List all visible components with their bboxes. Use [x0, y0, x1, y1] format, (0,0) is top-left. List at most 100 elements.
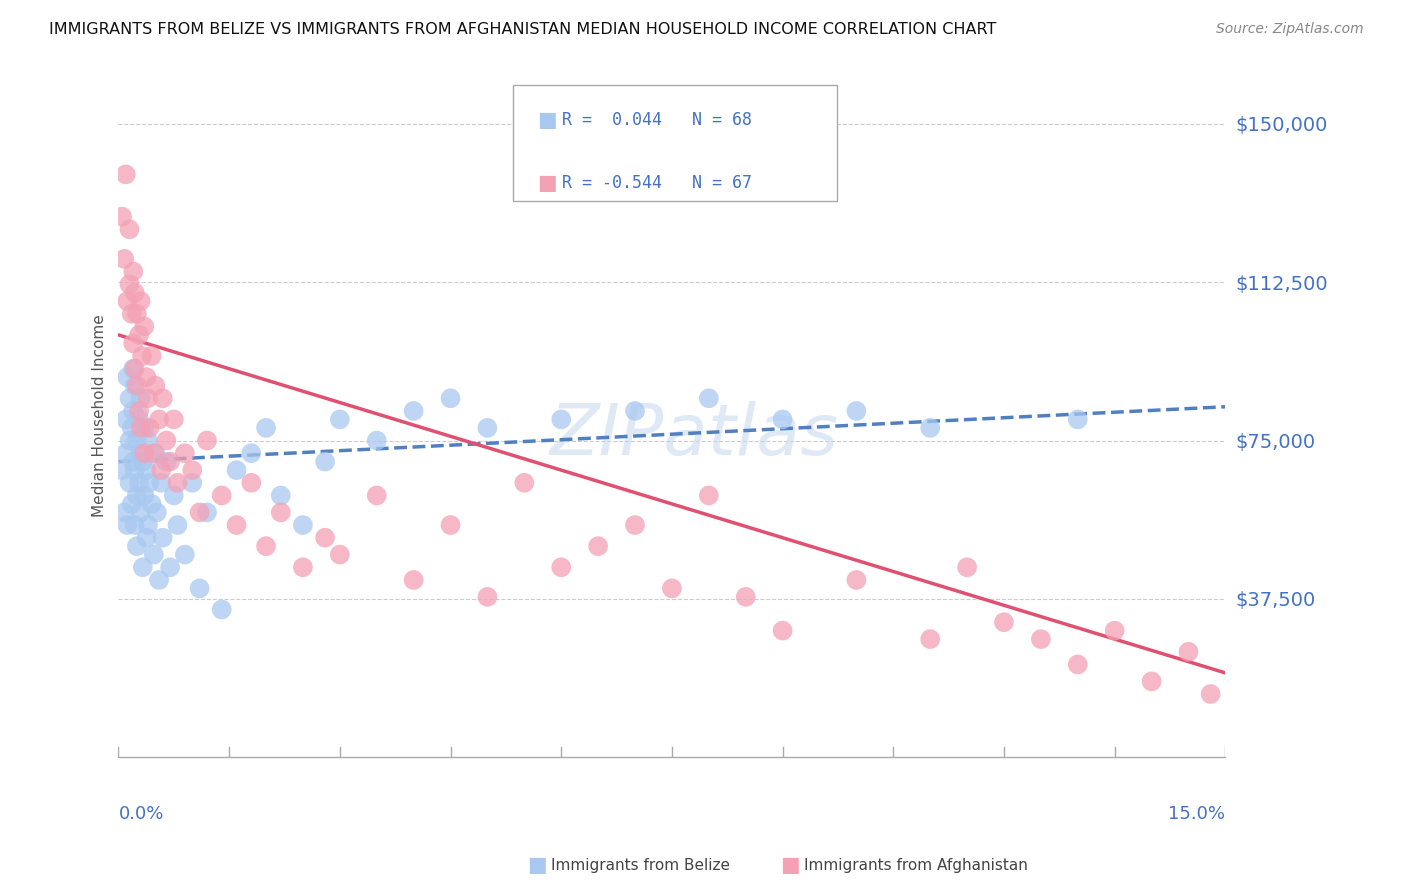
Point [181, 463, 204, 477]
Point [125, 539, 148, 553]
Point [1177, 645, 1199, 659]
Point [956, 560, 979, 574]
Point [402, 404, 425, 418]
Point [920, 632, 942, 646]
Text: 0.0%: 0.0% [118, 805, 165, 823]
Point [148, 412, 170, 426]
Point [550, 560, 572, 574]
Point [772, 412, 794, 426]
Text: ■: ■ [537, 111, 557, 130]
Point [195, 434, 218, 448]
Text: Immigrants from Afghanistan: Immigrants from Afghanistan [804, 858, 1028, 872]
Point [624, 518, 647, 533]
Point [134, 421, 156, 435]
Point [117, 294, 139, 309]
Point [173, 548, 195, 562]
Point [993, 615, 1015, 630]
Point [150, 463, 173, 477]
Point [513, 475, 536, 490]
Point [254, 421, 277, 435]
Point [124, 518, 146, 533]
Point [624, 404, 647, 418]
Point [129, 421, 152, 435]
Point [159, 455, 181, 469]
Point [166, 475, 188, 490]
Point [128, 404, 150, 418]
Point [136, 434, 159, 448]
Text: ■: ■ [527, 855, 547, 875]
Point [366, 488, 388, 502]
Point [772, 624, 794, 638]
Point [143, 446, 166, 460]
Point [211, 488, 233, 502]
Point [112, 505, 135, 519]
Point [146, 505, 169, 519]
Point [439, 518, 461, 533]
Point [136, 392, 159, 406]
Point [329, 548, 352, 562]
Point [142, 446, 165, 460]
Point [845, 404, 868, 418]
Point [291, 560, 314, 574]
Point [1140, 674, 1163, 689]
Point [270, 505, 292, 519]
Point [661, 582, 683, 596]
Text: ZIPatlas: ZIPatlas [550, 401, 838, 470]
Point [920, 421, 942, 435]
Point [188, 505, 211, 519]
Point [114, 167, 136, 181]
Point [155, 455, 177, 469]
Point [697, 488, 720, 502]
Point [166, 518, 188, 533]
Point [111, 210, 134, 224]
Point [129, 294, 152, 309]
Point [118, 475, 141, 490]
Point [135, 531, 157, 545]
Point [118, 277, 141, 292]
Point [163, 488, 186, 502]
Point [1104, 624, 1126, 638]
Point [270, 488, 292, 502]
Point [129, 446, 152, 460]
Point [1029, 632, 1052, 646]
Point [240, 446, 263, 460]
Point [124, 463, 146, 477]
Text: IMMIGRANTS FROM BELIZE VS IMMIGRANTS FROM AFGHANISTAN MEDIAN HOUSEHOLD INCOME CO: IMMIGRANTS FROM BELIZE VS IMMIGRANTS FRO… [49, 22, 997, 37]
Point [142, 548, 165, 562]
Point [402, 573, 425, 587]
Point [550, 412, 572, 426]
Point [586, 539, 609, 553]
Point [141, 497, 163, 511]
Point [148, 573, 170, 587]
Point [1199, 687, 1222, 701]
Point [128, 327, 150, 342]
Point [132, 455, 155, 469]
Point [163, 412, 186, 426]
Text: ■: ■ [780, 855, 800, 875]
Point [128, 475, 150, 490]
Point [111, 463, 134, 477]
Point [124, 378, 146, 392]
Point [1067, 657, 1090, 672]
Point [152, 392, 174, 406]
Point [125, 434, 148, 448]
Point [121, 421, 143, 435]
Point [117, 518, 139, 533]
Point [132, 560, 155, 574]
Point [314, 531, 336, 545]
Text: Source: ZipAtlas.com: Source: ZipAtlas.com [1216, 22, 1364, 37]
Point [136, 518, 159, 533]
Point [477, 421, 499, 435]
Point [366, 434, 388, 448]
Point [122, 336, 145, 351]
Point [121, 497, 143, 511]
Point [138, 421, 160, 435]
Point [125, 378, 148, 392]
Point [122, 361, 145, 376]
Point [121, 307, 143, 321]
Point [135, 463, 157, 477]
Point [124, 361, 146, 376]
Point [155, 434, 177, 448]
Point [225, 518, 247, 533]
Point [122, 455, 145, 469]
